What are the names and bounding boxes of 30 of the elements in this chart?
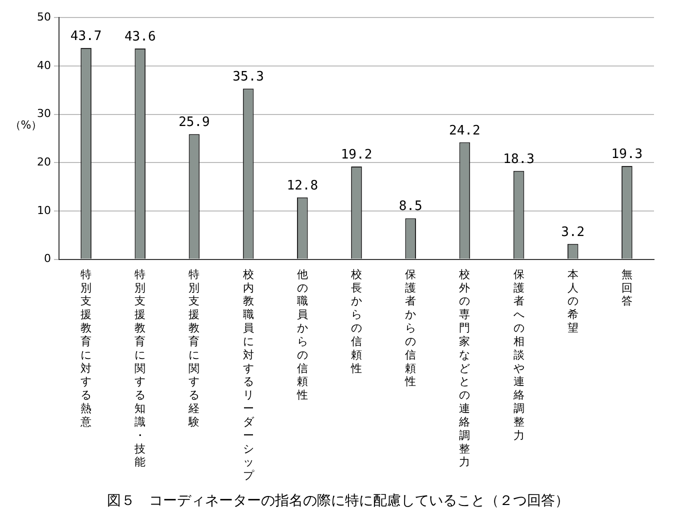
category-label: 特別支援教育に関する経験 [188, 268, 200, 428]
data-label: 18.3 [503, 152, 534, 167]
category-label: 特別支援教育に関する知識・技能 [134, 268, 146, 469]
x-tick-label: 無回答 [621, 268, 632, 308]
x-tick-label: 校長からの信頼性 [350, 268, 362, 375]
y-axis-title: （%） [10, 118, 42, 132]
data-label: 35.3 [232, 70, 264, 85]
data-label: 3.2 [561, 224, 585, 240]
data-label: 12.8 [286, 178, 318, 194]
y-tick-label: 10 [36, 204, 51, 217]
data-label: 8.5 [398, 199, 422, 214]
category-label: 校外の専門家などとの連絡調整力 [459, 268, 470, 469]
category-label: 保護者からの信頼性 [405, 268, 416, 388]
x-tick-label: 本人の希望 [567, 268, 578, 335]
y-tick-label: 30 [36, 107, 51, 120]
data-label: 25.9 [178, 115, 210, 130]
category-label: 他の職員からの信頼性 [296, 268, 308, 402]
y-tick-label: 0 [44, 252, 51, 266]
y-tick-label: 20 [36, 155, 51, 168]
data-label: 19.2 [340, 147, 372, 162]
caption: 図５ コーディネーターの指名の際に特に配慮していること（２つ回答） [106, 492, 570, 510]
y-tick-label: 50 [36, 10, 51, 24]
data-label: 43.7 [70, 29, 102, 44]
data-label: 24.2 [449, 123, 480, 138]
y-tick-label: 40 [36, 58, 51, 72]
category-label: 特別支援教育に対する熱意 [80, 268, 92, 428]
data-label: 19.3 [611, 146, 643, 162]
category-label: 校内教職員に対するリーダーシップ [242, 268, 254, 482]
category-label: 保護者への相談や連絡調整力 [513, 268, 524, 442]
data-label: 43.6 [124, 30, 156, 45]
